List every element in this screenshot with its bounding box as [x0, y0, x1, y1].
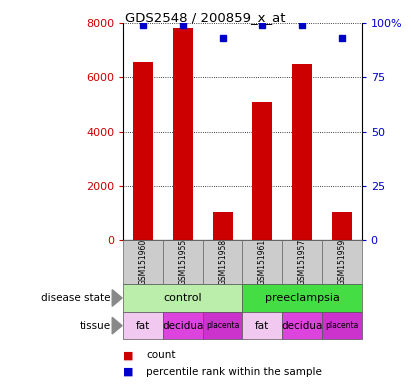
Bar — [163, 312, 203, 339]
Text: count: count — [146, 350, 175, 360]
Bar — [213, 212, 233, 240]
Bar — [282, 240, 322, 284]
Text: percentile rank within the sample: percentile rank within the sample — [146, 367, 322, 377]
Bar — [203, 312, 242, 339]
Text: ■: ■ — [123, 350, 134, 360]
Text: fat: fat — [136, 321, 150, 331]
Text: GSM151957: GSM151957 — [298, 239, 307, 285]
Text: fat: fat — [255, 321, 270, 331]
Text: GDS2548 / 200859_x_at: GDS2548 / 200859_x_at — [125, 11, 286, 24]
Text: tissue: tissue — [80, 321, 111, 331]
Polygon shape — [112, 290, 122, 306]
Text: placenta: placenta — [206, 321, 239, 330]
Bar — [252, 102, 272, 240]
Text: GSM151960: GSM151960 — [139, 239, 148, 285]
Bar — [163, 240, 203, 284]
Bar — [173, 28, 193, 240]
Text: GSM151961: GSM151961 — [258, 239, 267, 285]
Bar — [322, 312, 362, 339]
Text: decidua: decidua — [162, 321, 203, 331]
Text: GSM151955: GSM151955 — [178, 239, 187, 285]
Text: GSM151959: GSM151959 — [337, 239, 346, 285]
Bar — [203, 240, 242, 284]
Bar — [242, 312, 282, 339]
Bar — [292, 64, 312, 240]
Bar — [242, 284, 362, 312]
Bar — [123, 240, 163, 284]
Bar — [242, 240, 282, 284]
Polygon shape — [112, 317, 122, 334]
Text: preeclampsia: preeclampsia — [265, 293, 339, 303]
Text: GSM151958: GSM151958 — [218, 239, 227, 285]
Bar — [282, 312, 322, 339]
Text: decidua: decidua — [282, 321, 323, 331]
Text: ■: ■ — [123, 367, 134, 377]
Text: control: control — [164, 293, 202, 303]
Text: placenta: placenta — [325, 321, 358, 330]
Bar — [322, 240, 362, 284]
Bar — [123, 312, 163, 339]
Bar — [123, 284, 242, 312]
Bar — [332, 212, 352, 240]
Bar — [133, 62, 153, 240]
Text: disease state: disease state — [42, 293, 111, 303]
